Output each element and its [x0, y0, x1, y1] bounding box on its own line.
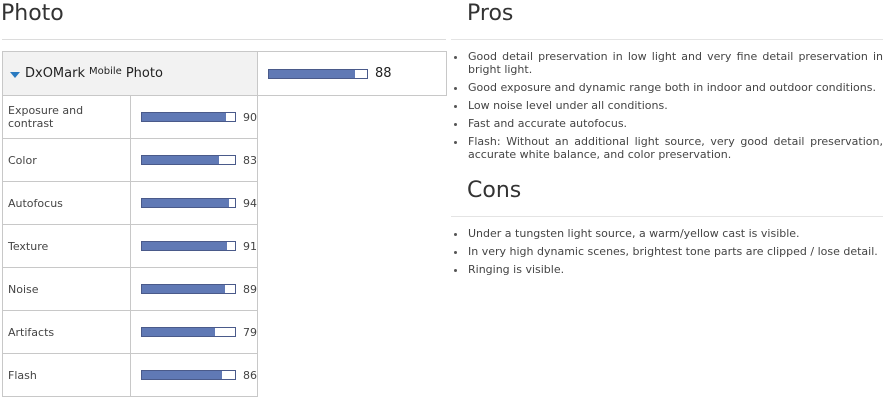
subscore-bar-wrap: 83 — [131, 153, 257, 167]
subscore-row: Artifacts 79 — [2, 310, 447, 354]
subscore-bar-wrap: 91 — [131, 239, 257, 253]
subscore-value: 89 — [243, 282, 257, 296]
photo-title-divider — [2, 39, 446, 40]
subscore-bar-wrap: 90 — [131, 110, 257, 124]
photo-scores-table: DxOMark Mobile Photo 88 Exposure and con… — [2, 51, 447, 397]
subscore-label: Noise — [2, 267, 131, 311]
list-item: Low noise level under all conditions. — [451, 99, 883, 112]
subscore-value: 91 — [243, 239, 257, 253]
subscore-label: Exposure and contrast — [2, 95, 131, 139]
subscore-label: Artifacts — [2, 310, 131, 354]
main-score-label-cell[interactable]: DxOMark Mobile Photo — [2, 51, 258, 96]
subscore-value-cell: 86 — [129, 353, 258, 397]
subscore-label: Flash — [2, 353, 131, 397]
list-item: Good exposure and dynamic range both in … — [451, 81, 883, 94]
subscore-bar-wrap: 89 — [131, 282, 257, 296]
subscore-bar — [140, 327, 236, 337]
subscore-bar-wrap: 86 — [131, 368, 257, 382]
subscore-bar-fill — [141, 328, 216, 336]
list-item: Flash: Without an additional light sourc… — [451, 135, 883, 161]
cons-title-divider — [451, 216, 883, 217]
subscore-value: 94 — [243, 196, 257, 210]
subscore-value-cell: 79 — [129, 310, 258, 354]
subscore-row: Exposure and contrast 90 — [2, 95, 447, 139]
subscore-bar-wrap: 94 — [131, 196, 257, 210]
subscore-value-cell: 89 — [129, 267, 258, 311]
main-score-label-prefix: DxOMark — [25, 66, 85, 81]
main-score-label[interactable]: DxOMark Mobile Photo — [3, 66, 257, 81]
list-item: In very high dynamic scenes, brightest t… — [451, 245, 883, 258]
main-score-bar-fill — [269, 69, 356, 78]
subscore-bar — [140, 112, 236, 122]
subscore-value: 86 — [243, 368, 257, 382]
subscore-label: Autofocus — [2, 181, 131, 225]
subscore-row: Flash 86 — [2, 353, 447, 397]
caret-down-icon[interactable] — [10, 71, 20, 78]
subscore-bar-fill — [141, 242, 227, 250]
list-item: Good detail preservation in low light an… — [451, 50, 883, 76]
list-item: Under a tungsten light source, a warm/ye… — [451, 227, 883, 240]
subscore-bar-fill — [141, 199, 230, 207]
main-score-label-suffix: Photo — [125, 66, 163, 81]
cons-list: Under a tungsten light source, a warm/ye… — [451, 227, 883, 281]
list-item: Ringing is visible. — [451, 263, 883, 276]
subscore-row: Texture 91 — [2, 224, 447, 268]
photo-section-title: Photo — [1, 1, 64, 26]
subscore-bar — [140, 155, 236, 165]
subscore-row: Autofocus 94 — [2, 181, 447, 225]
pros-list: Good detail preservation in low light an… — [451, 50, 883, 166]
main-score-label-sup: Mobile — [89, 66, 122, 77]
subscore-row: Color 83 — [2, 138, 447, 182]
main-score-bar-wrap: 88 — [258, 66, 446, 81]
pros-title: Pros — [467, 1, 514, 26]
main-score-bar — [268, 68, 368, 79]
subscore-label: Color — [2, 138, 131, 182]
subscore-value-cell: 94 — [129, 181, 258, 225]
subscore-value-cell: 91 — [129, 224, 258, 268]
subscore-value: 83 — [243, 153, 257, 167]
subscore-bar-fill — [141, 285, 225, 293]
subscore-value-cell: 83 — [129, 138, 258, 182]
subscore-bar-fill — [141, 113, 226, 121]
subscore-bar-fill — [141, 156, 220, 164]
subscore-bar — [140, 370, 236, 380]
main-score-row: DxOMark Mobile Photo 88 — [2, 51, 447, 96]
cons-title: Cons — [467, 178, 522, 203]
subscore-row: Noise 89 — [2, 267, 447, 311]
subscore-bar — [140, 241, 236, 251]
main-score-value-cell: 88 — [257, 51, 447, 96]
pros-title-divider — [451, 39, 883, 40]
subscore-value: 90 — [243, 110, 257, 124]
subscore-bar-wrap: 79 — [131, 325, 257, 339]
subscore-bar-fill — [141, 371, 222, 379]
subscore-label: Texture — [2, 224, 131, 268]
list-item: Fast and accurate autofocus. — [451, 117, 883, 130]
subscore-bar — [140, 284, 236, 294]
main-score-value: 88 — [375, 66, 392, 81]
subscore-value-cell: 90 — [129, 95, 258, 139]
subscore-value: 79 — [243, 325, 257, 339]
subscore-bar — [140, 198, 236, 208]
